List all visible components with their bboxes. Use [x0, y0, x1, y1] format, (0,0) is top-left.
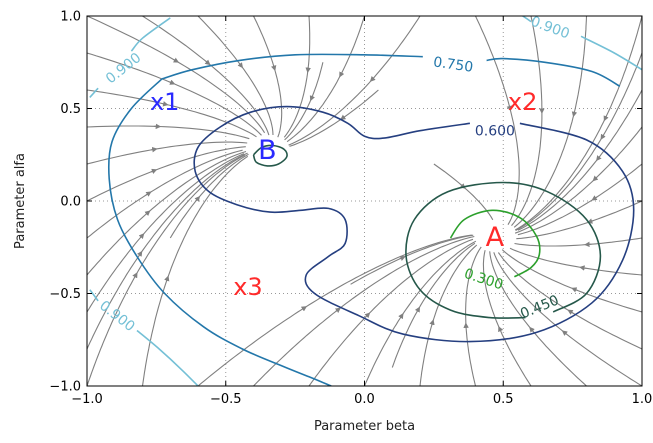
point-label-A: A [486, 222, 505, 253]
y-tick-label: −1.0 [49, 380, 81, 395]
x-tick-label: −0.5 [210, 392, 242, 407]
y-tick-label: −0.5 [49, 287, 81, 302]
y-tick-label: 0.0 [60, 195, 81, 210]
x-tick-label: 1.0 [632, 392, 653, 407]
region-label-x1: x1 [150, 88, 179, 116]
region-label-x3: x3 [233, 273, 262, 301]
x-axis-title: Parameter beta [314, 419, 415, 434]
point-label-B: B [258, 135, 277, 166]
region-label-x2: x2 [508, 88, 537, 116]
contour-label: 0.600 [475, 124, 515, 140]
y-tick-label: 0.5 [60, 102, 81, 117]
x-tick-label: 0.0 [354, 392, 375, 407]
y-tick-label: 1.0 [60, 10, 81, 25]
y-axis-title: Parameter alfa [13, 153, 28, 249]
streamline-arrow [574, 112, 575, 115]
x-tick-label: 0.5 [493, 392, 514, 407]
